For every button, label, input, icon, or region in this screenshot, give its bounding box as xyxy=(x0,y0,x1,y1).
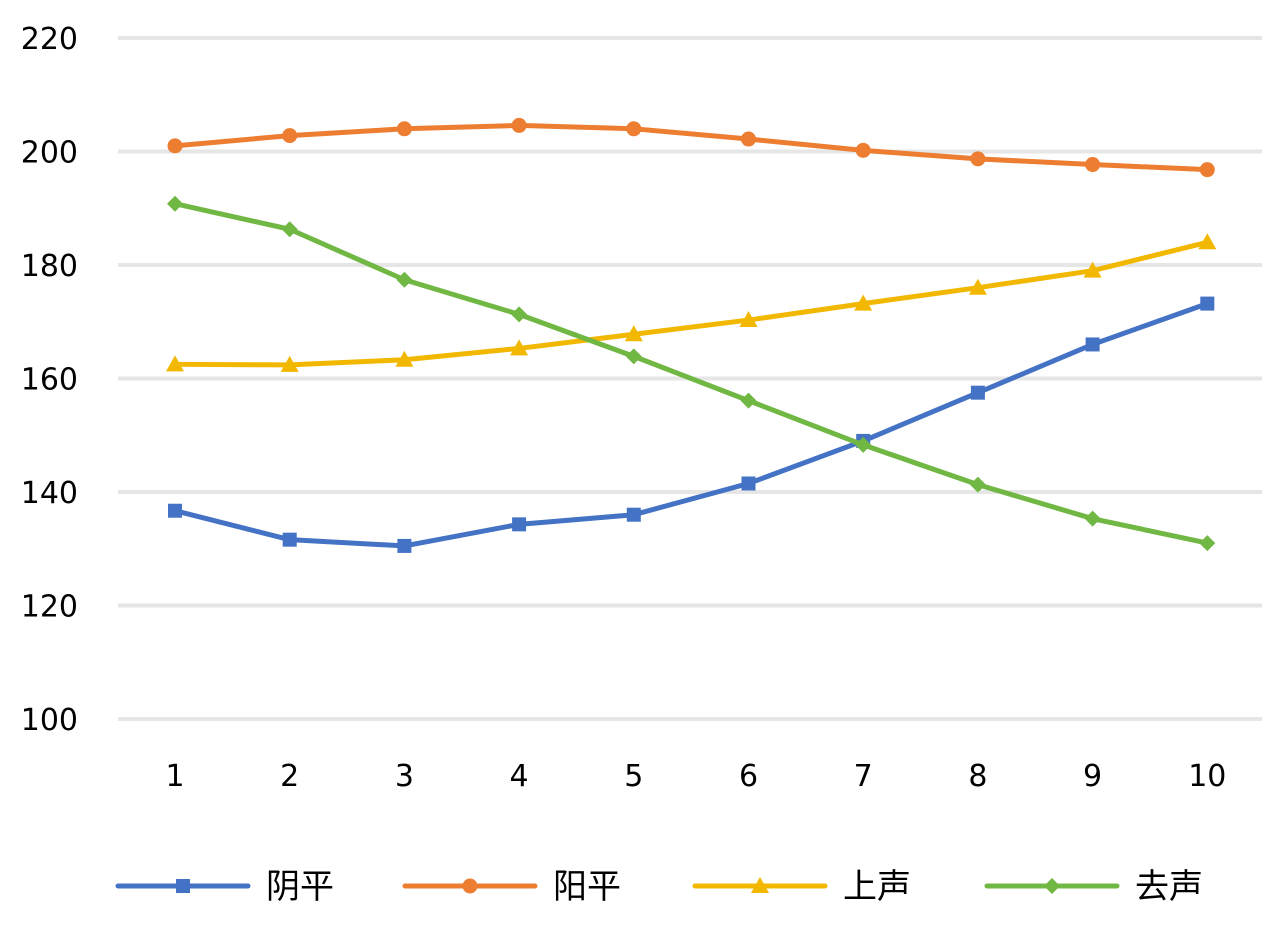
x-tick-label: 4 xyxy=(510,759,529,794)
legend-marker xyxy=(176,879,190,893)
data-point xyxy=(854,294,873,311)
series-lines xyxy=(166,117,1217,553)
data-point xyxy=(166,355,184,372)
x-tick-label: 5 xyxy=(624,759,643,794)
data-point xyxy=(396,121,412,137)
series-4 xyxy=(167,195,1216,552)
x-tick-label: 8 xyxy=(968,759,987,794)
series-line xyxy=(172,122,1210,173)
data-point xyxy=(511,306,528,323)
legend-item: 上声 xyxy=(692,867,911,907)
data-point xyxy=(396,271,413,288)
data-point xyxy=(1085,337,1100,352)
legend-label: 上声 xyxy=(843,867,911,907)
data-point xyxy=(282,128,298,144)
y-tick-label: 180 xyxy=(21,249,78,284)
data-point xyxy=(281,221,298,238)
legend-item: 去声 xyxy=(984,867,1203,907)
y-axis-ticks: 100 120 140 160 180 200 220 xyxy=(21,22,78,738)
y-tick-label: 220 xyxy=(21,22,78,57)
x-tick-label: 1 xyxy=(165,759,184,794)
y-tick-label: 120 xyxy=(21,590,78,625)
series-line xyxy=(172,301,1210,549)
data-point xyxy=(395,350,414,367)
legend-item: 阴平 xyxy=(115,867,334,907)
data-point xyxy=(167,195,183,212)
legend-marker xyxy=(751,877,769,893)
data-point xyxy=(280,355,299,372)
data-point xyxy=(741,131,756,147)
x-tick-label: 7 xyxy=(854,759,873,794)
legend: 阴平 阳平 上声 去声 xyxy=(115,867,1203,907)
data-point xyxy=(511,117,527,133)
data-point xyxy=(1200,296,1215,311)
series-line xyxy=(172,201,1210,546)
data-point xyxy=(1085,157,1101,173)
data-point xyxy=(1083,261,1102,278)
data-point xyxy=(167,138,183,154)
legend-label: 阴平 xyxy=(266,867,334,907)
gridlines xyxy=(118,36,1262,721)
x-tick-label: 2 xyxy=(280,759,299,794)
series-2 xyxy=(167,117,1215,178)
data-point xyxy=(968,278,987,295)
y-tick-label: 140 xyxy=(21,476,78,511)
data-point xyxy=(740,392,757,409)
x-tick-label: 6 xyxy=(739,759,758,794)
y-tick-label: 160 xyxy=(21,363,78,398)
data-point xyxy=(970,385,985,400)
data-point xyxy=(626,121,642,137)
y-tick-label: 200 xyxy=(21,136,78,171)
legend-marker xyxy=(462,878,478,894)
series-3 xyxy=(166,233,1217,372)
series-1 xyxy=(168,296,1215,553)
legend-label: 阳平 xyxy=(553,867,621,907)
legend-marker xyxy=(1044,878,1060,894)
data-point xyxy=(741,476,756,491)
x-tick-label: 10 xyxy=(1188,759,1226,794)
series-line xyxy=(172,239,1210,368)
x-tick-label: 3 xyxy=(395,759,414,794)
legend-label: 去声 xyxy=(1135,867,1203,907)
data-point xyxy=(510,339,529,356)
x-tick-label: 9 xyxy=(1083,759,1102,794)
x-axis-ticks: 1 2 3 4 5 6 7 8 9 10 xyxy=(165,759,1226,794)
data-point xyxy=(168,503,182,518)
data-point xyxy=(855,436,872,453)
legend-item: 阳平 xyxy=(402,867,621,907)
y-tick-label: 100 xyxy=(21,703,78,738)
data-point xyxy=(1199,535,1216,552)
data-point xyxy=(512,517,527,532)
data-point xyxy=(969,476,986,493)
data-point xyxy=(626,507,641,522)
data-point xyxy=(1198,233,1217,250)
data-point xyxy=(624,325,643,342)
data-point xyxy=(397,538,412,553)
data-point xyxy=(1084,510,1101,527)
data-point xyxy=(855,142,871,158)
data-point xyxy=(1199,162,1215,178)
data-point xyxy=(625,348,642,365)
data-point xyxy=(282,532,297,547)
data-point xyxy=(970,151,986,167)
data-point xyxy=(739,311,758,328)
